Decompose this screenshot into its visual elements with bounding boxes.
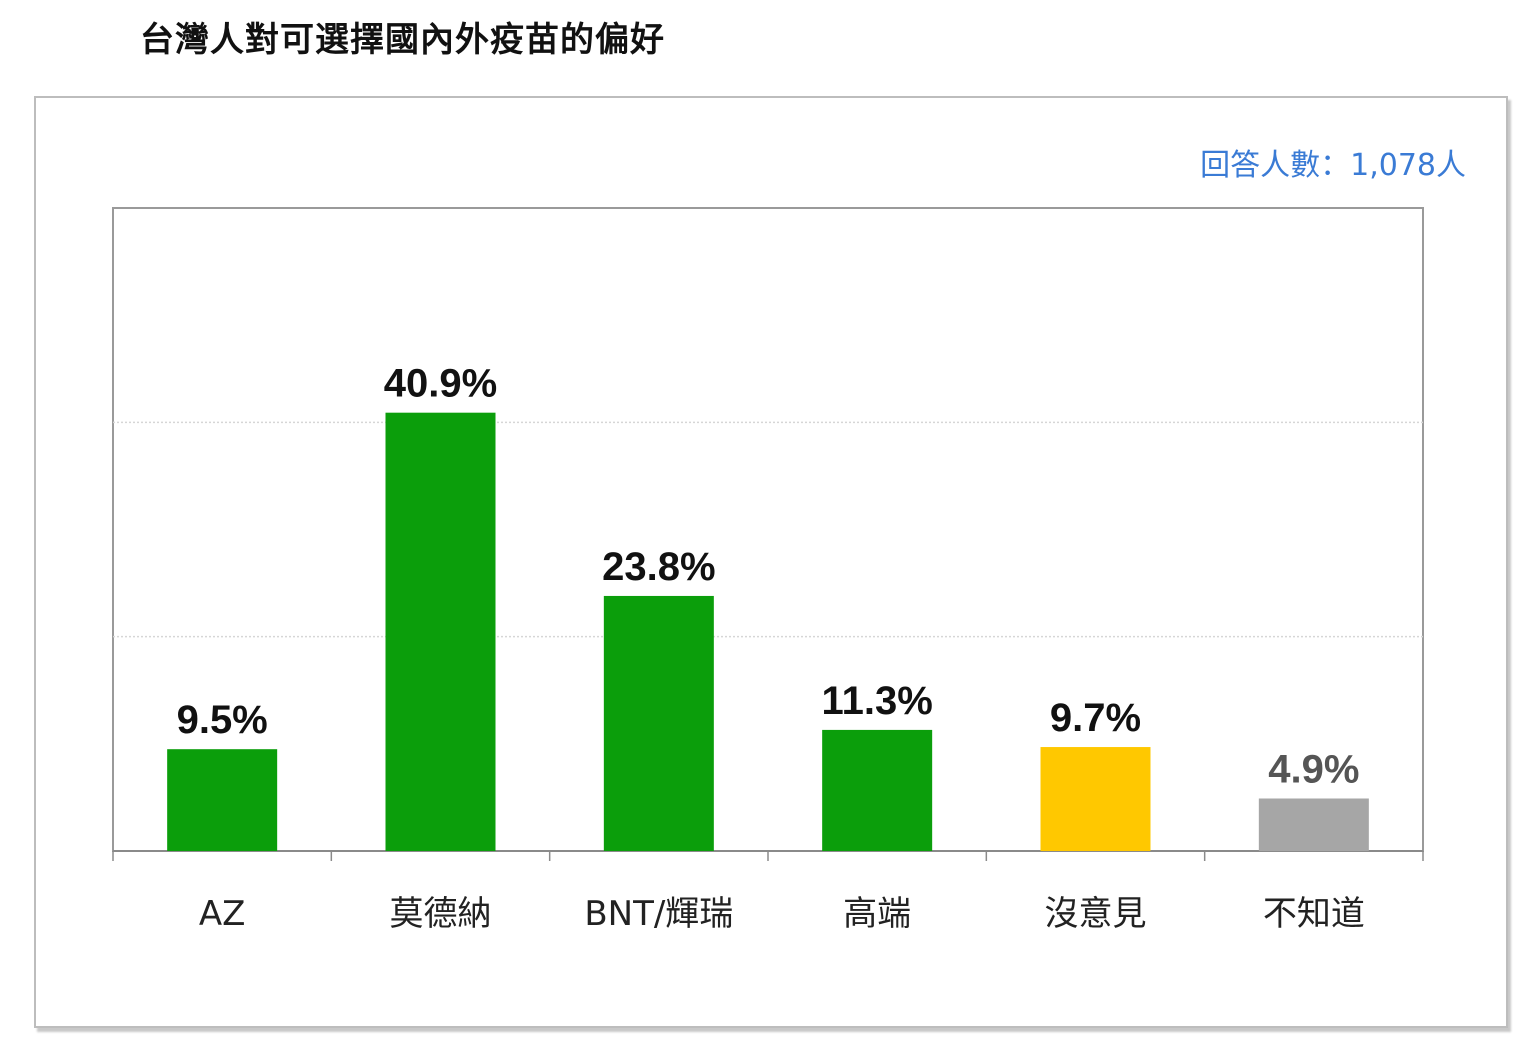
category-label-3: BNT/輝瑞	[584, 894, 733, 934]
value-label-2: 40.9%	[384, 362, 497, 406]
bar-chart: 9.5% AZ 40.9% 莫德納 23.8% BNT/輝瑞 11.3% 高端 9.7% 沒意見 4…	[112, 207, 1424, 934]
category-label-1: AZ	[199, 894, 246, 934]
bar-2	[385, 412, 496, 851]
plot-area	[112, 207, 1424, 852]
bar-6	[1258, 798, 1369, 851]
chart-frame: 回答人數：1,078人 9.5% AZ 40.9% 莫德納 23.8% BNT/輝瑞 11.…	[34, 96, 1508, 1028]
category-label-6: 不知道	[1263, 894, 1365, 934]
category-label-5: 沒意見	[1045, 894, 1147, 934]
bar-1	[167, 749, 278, 851]
value-label-5: 9.7%	[1050, 696, 1141, 740]
value-label-3: 23.8%	[602, 545, 715, 589]
value-label-1: 9.5%	[177, 698, 268, 742]
chart-title: 台灣人對可選擇國內外疫苗的偏好	[140, 20, 665, 60]
bar-5	[1040, 747, 1151, 851]
value-label-6: 4.9%	[1268, 747, 1359, 791]
value-label-4: 11.3%	[822, 679, 933, 723]
category-label-4: 高端	[843, 894, 911, 934]
category-label-2: 莫德納	[390, 894, 492, 934]
bar-4	[822, 729, 933, 851]
bar-3	[603, 595, 714, 851]
respondent-count: 回答人數：1,078人	[1200, 148, 1466, 183]
